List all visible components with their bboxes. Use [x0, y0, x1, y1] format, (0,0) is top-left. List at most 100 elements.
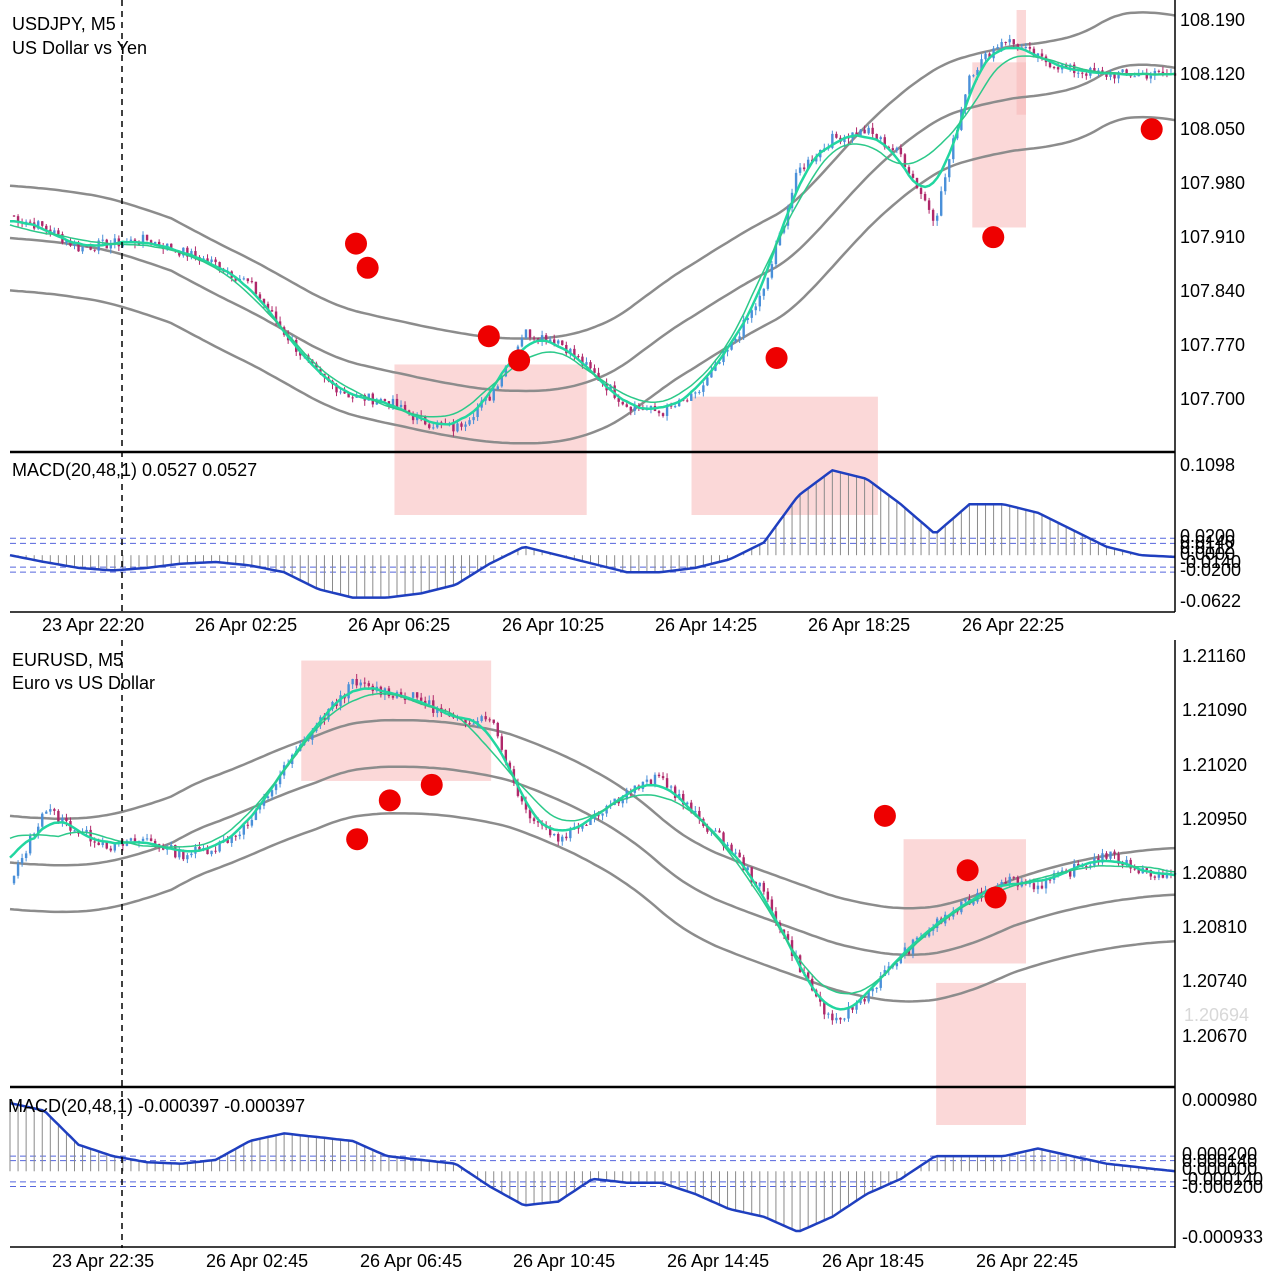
price-tick: 107.770: [1180, 335, 1245, 355]
eurusd-signals: [346, 773, 1007, 909]
candle-body: [524, 801, 528, 810]
candle-body: [766, 277, 770, 289]
candle-body: [391, 696, 395, 698]
candle-body: [258, 294, 262, 299]
candle-body: [895, 963, 899, 967]
candle-body: [649, 405, 653, 410]
candle-body: [532, 337, 536, 339]
candle-body: [968, 75, 971, 95]
candle-body: [411, 692, 415, 698]
candle-body: [730, 341, 733, 350]
candle-body: [742, 857, 745, 871]
candle-body: [1101, 70, 1104, 72]
candle-body: [1113, 851, 1116, 855]
candle-body: [500, 376, 504, 387]
eurusd-price-axis: 1.21160 1.21090 1.21020 1.20950 1.20880 …: [1182, 646, 1249, 1046]
candle-body: [464, 424, 467, 427]
candle-body: [686, 802, 689, 805]
candle-body: [706, 377, 709, 386]
candle-body: [194, 251, 197, 257]
candle-body: [480, 716, 483, 722]
candle-body: [432, 427, 435, 429]
candle-body: [1157, 872, 1161, 878]
candle-body: [794, 172, 798, 193]
candle-body: [714, 830, 717, 832]
candle-body: [399, 692, 403, 696]
candle-body: [89, 829, 92, 842]
candle-body: [37, 221, 40, 229]
candle-body: [1085, 73, 1088, 76]
candle-body: [57, 810, 60, 823]
candle-body: [1081, 72, 1084, 74]
candle-body: [1145, 73, 1148, 79]
candle-body: [548, 339, 552, 342]
candle-body: [827, 1013, 830, 1015]
candle-body: [786, 934, 790, 941]
candle-body: [45, 811, 48, 814]
candle-body: [488, 396, 491, 401]
candle-body: [16, 863, 20, 876]
candle-body: [1032, 48, 1036, 58]
candle-body: [170, 845, 173, 847]
candle-body: [698, 810, 701, 819]
candle-body: [766, 891, 770, 900]
macd-tick: -0.000140: [1182, 1169, 1263, 1189]
candle-body: [339, 391, 342, 393]
eurusd-symbol: EURUSD, M5: [12, 650, 123, 670]
candle-body: [113, 842, 117, 851]
candle-body: [472, 723, 475, 725]
macd-tick: 0.000140: [1182, 1151, 1257, 1171]
moving-average-line: [9, 55, 1176, 418]
candle-body: [484, 716, 487, 720]
candle-body: [323, 717, 326, 720]
candle-body: [1113, 73, 1116, 79]
candle-body: [520, 338, 524, 347]
current-price-ghost: 1.20694: [1184, 1005, 1249, 1025]
candle-body: [157, 241, 161, 246]
candle-body: [746, 867, 749, 871]
candle-body: [383, 399, 387, 402]
candle-body: [278, 321, 282, 328]
eurusd-panel: EURUSD, M5 Euro vs US Dollar MACD(20,48,…: [8, 640, 1263, 1271]
candle-body: [242, 824, 246, 835]
macd-tick: 0.000000: [1182, 1159, 1257, 1179]
candle-body: [1040, 53, 1044, 57]
candle-body: [1040, 885, 1044, 889]
price-tick: 107.840: [1180, 281, 1245, 301]
candle-body: [496, 722, 499, 737]
candle-body: [536, 821, 540, 823]
candle-body: [307, 739, 310, 741]
candle-body: [133, 838, 137, 843]
candle-body: [53, 230, 56, 234]
candle-body: [806, 972, 810, 979]
candle-body: [988, 53, 991, 59]
candle-body: [89, 246, 92, 250]
candle-body: [262, 298, 266, 304]
candle-body: [722, 832, 725, 847]
candle-body: [16, 216, 20, 223]
candle-body: [770, 899, 774, 912]
candle-body: [609, 385, 612, 391]
candle-body: [178, 849, 181, 858]
candle-body: [347, 393, 350, 398]
candle-body: [395, 398, 399, 408]
candle-body: [726, 349, 729, 352]
candle-body: [948, 159, 951, 178]
candle-body: [403, 404, 407, 411]
candle-body: [835, 133, 838, 138]
macd-tick: -0.0140: [1180, 552, 1241, 572]
candle-body: [218, 841, 221, 852]
candle-body: [190, 853, 193, 856]
time-tick: 26 Apr 02:45: [206, 1251, 308, 1271]
candle-body: [839, 1017, 842, 1020]
candle-body: [210, 259, 213, 262]
candle-body: [198, 847, 201, 850]
candle-body: [428, 424, 431, 428]
candle-body: [1000, 42, 1003, 47]
moving-average-line: [9, 687, 1176, 1011]
candle-body: [774, 911, 778, 923]
candle-body: [964, 94, 967, 110]
eurusd-macd-label: MACD(20,48,1) -0.000397 -0.000397: [8, 1096, 305, 1116]
candle-body: [186, 855, 189, 860]
candle-body: [561, 340, 564, 345]
